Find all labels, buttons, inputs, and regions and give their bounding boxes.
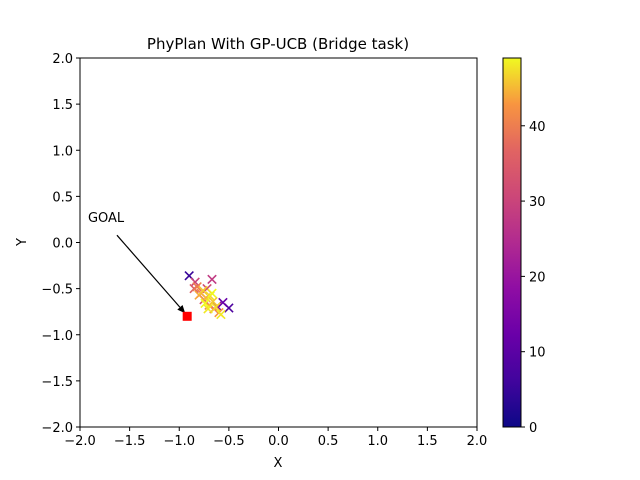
y-tick-label: 0.0	[52, 237, 73, 252]
scatter-point	[208, 296, 218, 307]
y-tick-label: 2.0	[52, 52, 73, 67]
x-tick-label: 2.0	[467, 434, 488, 449]
x-tick-label: −1.0	[163, 434, 195, 449]
goal-annotation: GOAL	[88, 211, 192, 321]
x-tick-label: −0.5	[213, 434, 245, 449]
x-tick-label: 0.5	[318, 434, 339, 449]
y-tick-label: −1.5	[41, 375, 73, 390]
colorbar-tick-label: 40	[529, 120, 546, 135]
x-tick-label: −1.5	[114, 434, 146, 449]
x-tick-label: 1.5	[417, 434, 438, 449]
colorbar-tick-label: 20	[529, 270, 546, 285]
scatter-point	[200, 298, 210, 309]
x-axis-ticks: −2.0 −1.5 −1.0 −0.5 0.0 0.5 1.0 1.5 2.0	[64, 427, 487, 449]
y-tick-label: −2.0	[41, 421, 73, 436]
goal-arrow	[116, 234, 181, 308]
plot-frame	[79, 57, 478, 428]
goal-label: GOAL	[88, 211, 125, 226]
y-axis-ticks: −2.0 −1.5 −1.0 −0.5 0.0 0.5 1.0 1.5 2.0	[41, 52, 80, 436]
x-tick-label: −2.0	[64, 434, 96, 449]
y-axis-label: Y	[15, 238, 30, 247]
x-tick-label: 0.0	[268, 434, 289, 449]
colorbar: 0 10 20 30 40	[502, 57, 546, 436]
colorbar-tick-label: 0	[529, 421, 537, 436]
chart-title: PhyPlan With GP-UCB (Bridge task)	[147, 35, 409, 53]
y-tick-label: 1.5	[52, 98, 73, 113]
y-tick-label: 0.5	[52, 190, 73, 205]
scatter-points	[184, 270, 234, 320]
scatter-point	[192, 282, 202, 292]
y-tick-label: −1.0	[41, 329, 73, 344]
plot-area: −2.0 −1.5 −1.0 −0.5 0.0 0.5 1.0 1.5 2.0 −2.0 −1.5…	[41, 52, 487, 449]
scatter-point	[218, 297, 228, 308]
x-tick-label: 1.0	[367, 434, 388, 449]
scatter-point	[207, 288, 217, 299]
scatter-point	[203, 304, 213, 314]
scatter-point	[207, 274, 217, 285]
scatter-point	[216, 309, 226, 320]
colorbar-gradient	[502, 57, 522, 428]
scatter-point	[211, 302, 221, 312]
x-axis-label: X	[274, 456, 283, 471]
goal-arrowhead	[177, 304, 186, 314]
goal-marker	[182, 311, 192, 321]
colorbar-tick-label: 10	[529, 346, 546, 361]
colorbar-tick-label: 30	[529, 195, 546, 210]
scatter-point	[198, 285, 208, 296]
y-tick-label: −0.5	[41, 283, 73, 298]
y-tick-label: 1.0	[52, 144, 73, 159]
colorbar-ticks: 0 10 20 30 40	[521, 120, 546, 436]
